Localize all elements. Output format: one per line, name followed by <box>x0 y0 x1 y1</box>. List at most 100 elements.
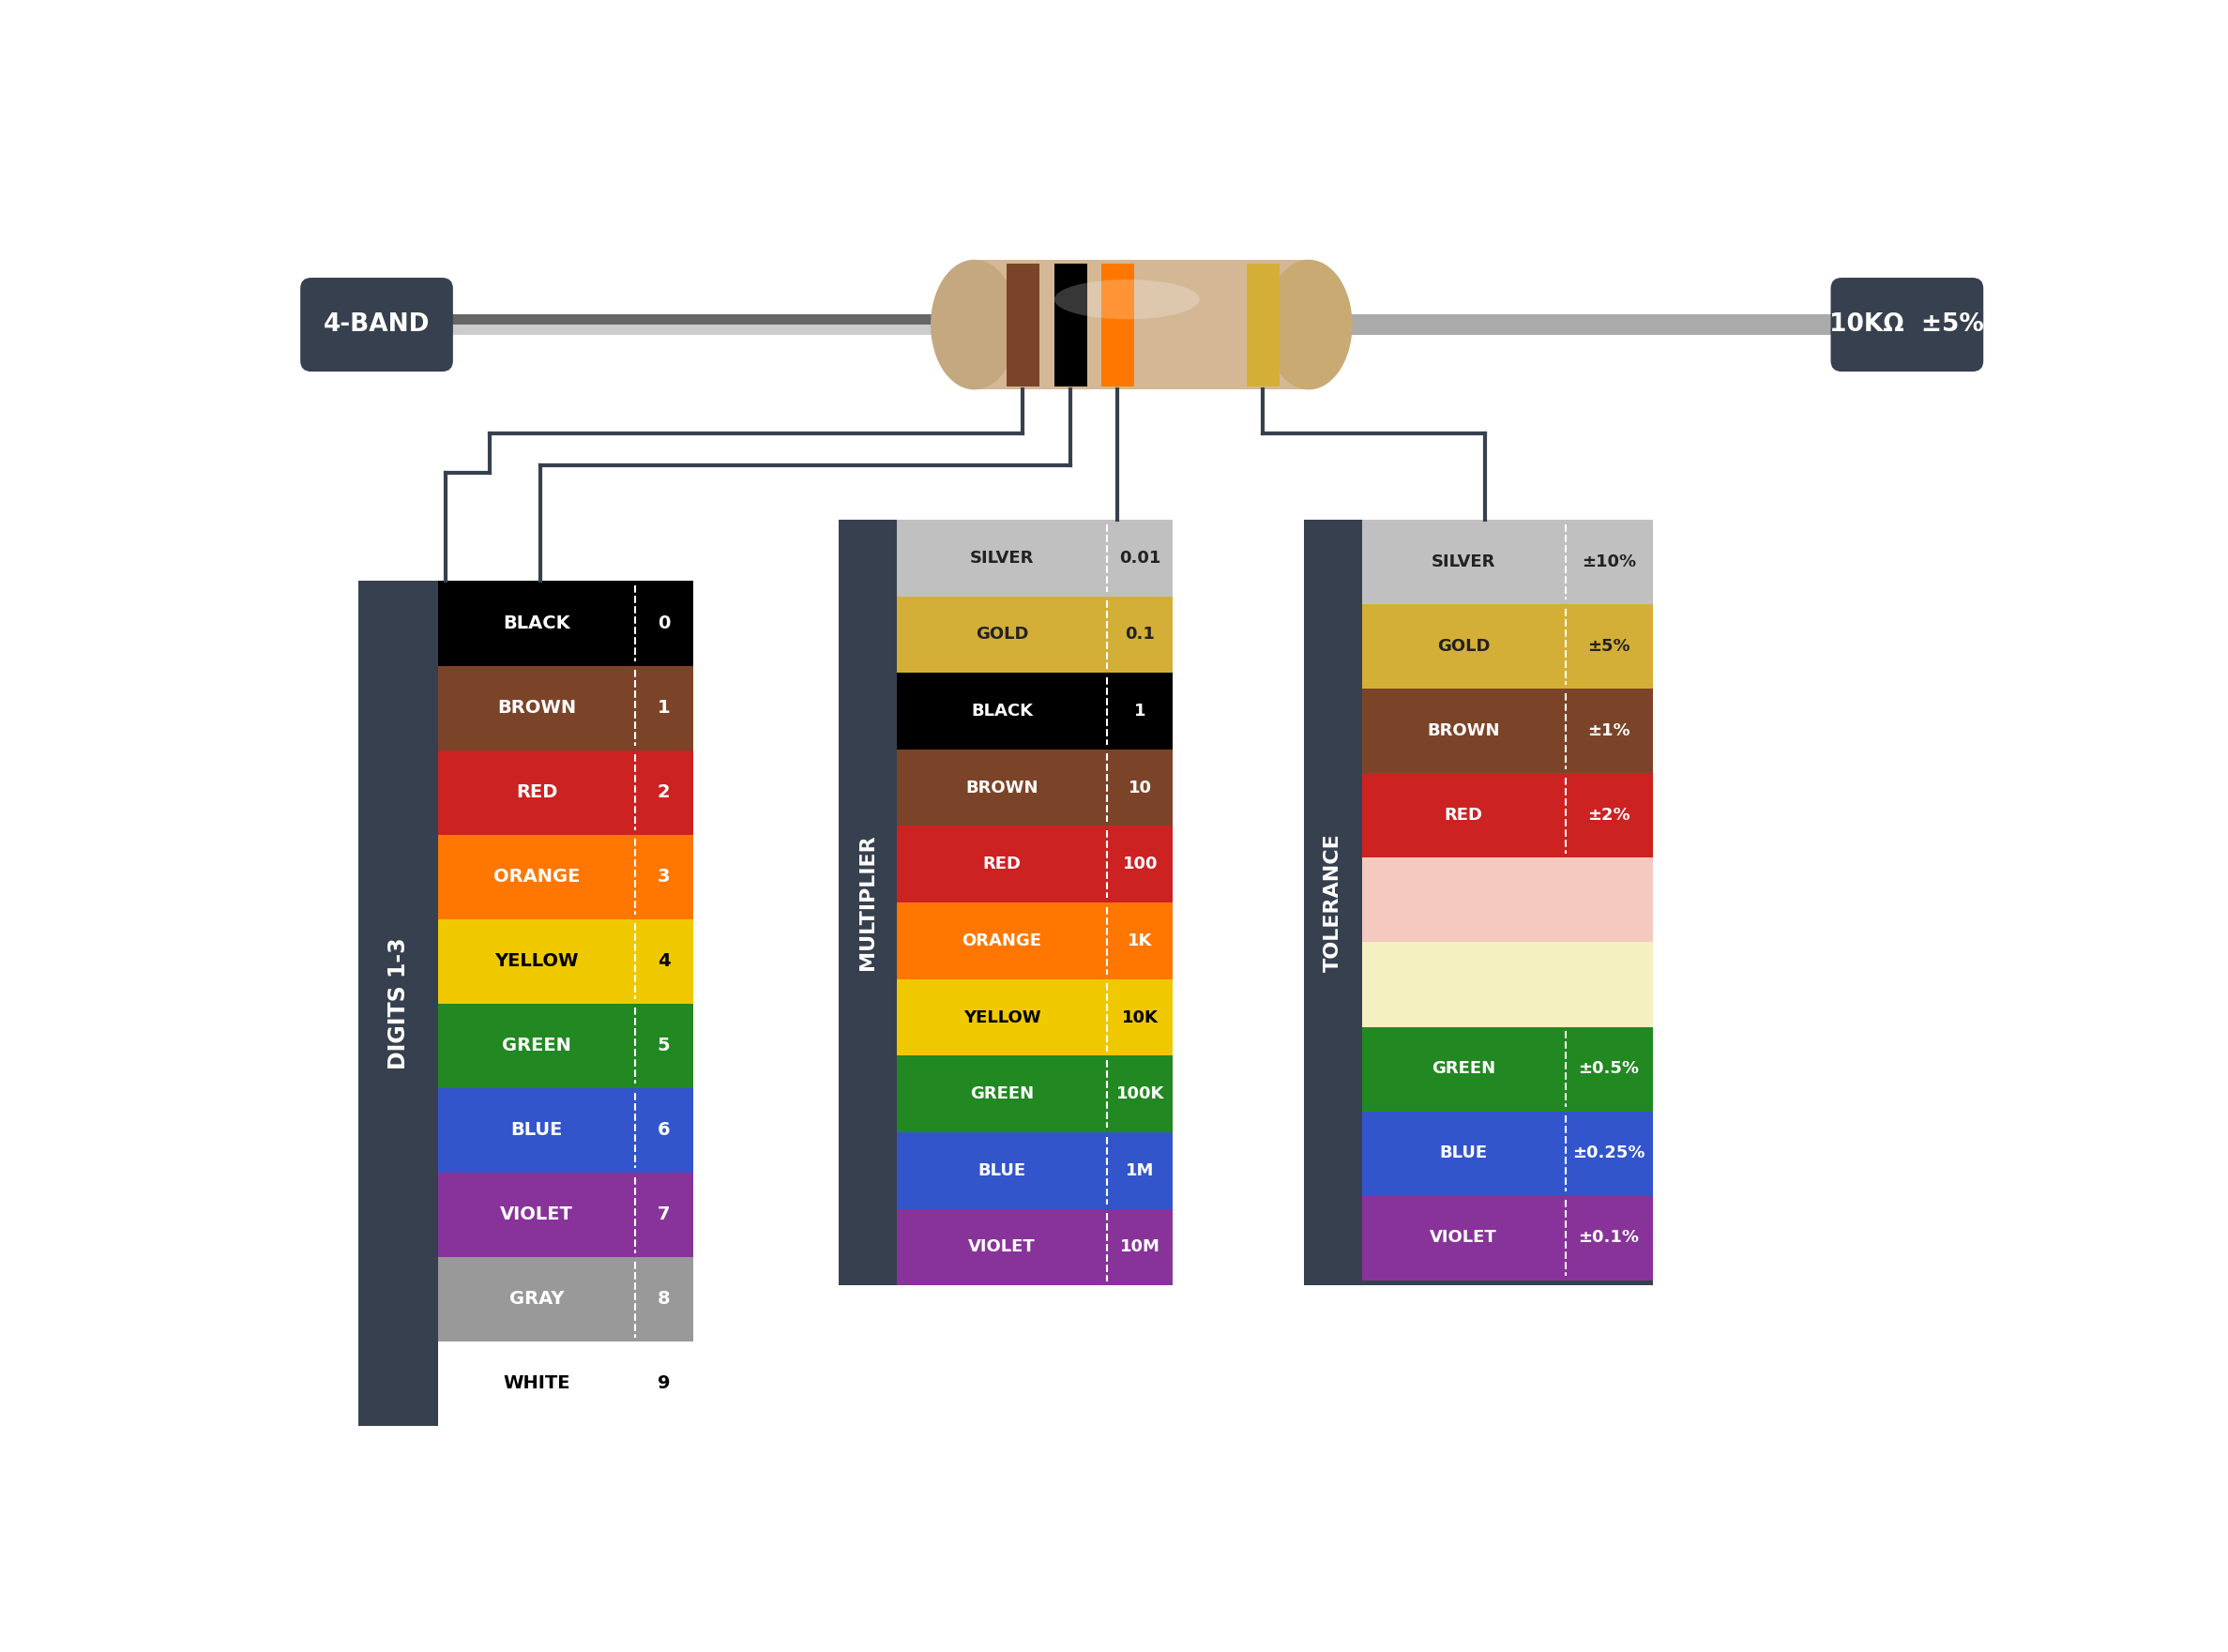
Text: 1: 1 <box>1134 702 1145 720</box>
Text: SILVER: SILVER <box>969 550 1034 567</box>
Text: 9: 9 <box>657 1374 671 1393</box>
Text: BLACK: BLACK <box>971 702 1034 720</box>
Bar <box>1566 1028 1653 1112</box>
Bar <box>446 314 934 335</box>
Bar <box>635 750 693 834</box>
Ellipse shape <box>931 259 1018 390</box>
Bar <box>1248 263 1279 387</box>
Bar <box>896 902 1107 980</box>
Text: BROWN: BROWN <box>965 780 1038 796</box>
Bar <box>896 1056 1107 1132</box>
Bar <box>439 1173 635 1257</box>
Bar <box>896 750 1107 826</box>
Bar <box>635 666 693 750</box>
Text: GRAY: GRAY <box>510 1290 564 1308</box>
Bar <box>896 596 1107 672</box>
Text: 0.1: 0.1 <box>1125 626 1154 643</box>
Text: RED: RED <box>983 856 1020 872</box>
Bar <box>1566 942 1653 1028</box>
Bar <box>439 1004 635 1089</box>
Text: 1: 1 <box>657 699 671 717</box>
Bar <box>439 750 635 834</box>
Bar <box>1361 520 1566 605</box>
Text: 100K: 100K <box>1116 1085 1165 1102</box>
Bar <box>635 1173 693 1257</box>
Bar <box>1107 750 1172 826</box>
Bar <box>1361 1112 1566 1196</box>
Bar <box>439 1341 635 1426</box>
Text: VIOLET: VIOLET <box>1430 1229 1497 1246</box>
Text: YELLOW: YELLOW <box>962 1009 1040 1026</box>
Bar <box>1566 605 1653 689</box>
Text: GREEN: GREEN <box>1433 1061 1495 1077</box>
Text: 6: 6 <box>657 1122 671 1138</box>
Bar <box>1566 520 1653 605</box>
Text: SILVER: SILVER <box>1433 553 1495 570</box>
Text: TOLERANCE: TOLERANCE <box>1323 833 1341 971</box>
Bar <box>359 582 693 1426</box>
Bar <box>439 1257 635 1341</box>
Bar <box>1361 773 1566 857</box>
Bar <box>635 834 693 919</box>
Bar <box>1566 1112 1653 1196</box>
Bar <box>635 1089 693 1173</box>
Text: BROWN: BROWN <box>1428 722 1499 738</box>
Text: 8: 8 <box>657 1290 671 1308</box>
Bar <box>838 520 1172 1285</box>
Ellipse shape <box>1054 279 1199 319</box>
Text: GREEN: GREEN <box>969 1085 1034 1102</box>
Text: 10KΩ  ±5%: 10KΩ ±5% <box>1829 312 1985 337</box>
Text: 0.01: 0.01 <box>1118 550 1161 567</box>
Bar <box>896 1132 1107 1209</box>
Text: ±5%: ±5% <box>1589 638 1631 654</box>
Ellipse shape <box>1266 259 1352 390</box>
Bar <box>1361 1028 1566 1112</box>
Bar <box>896 672 1107 750</box>
Text: ±10%: ±10% <box>1582 553 1635 570</box>
Text: 3: 3 <box>657 867 671 885</box>
Bar <box>635 1341 693 1426</box>
Bar <box>896 980 1107 1056</box>
Text: VIOLET: VIOLET <box>969 1239 1036 1256</box>
Text: ±0.5%: ±0.5% <box>1577 1061 1640 1077</box>
Text: GOLD: GOLD <box>1437 638 1491 654</box>
Text: RED: RED <box>1444 806 1484 824</box>
FancyBboxPatch shape <box>301 278 452 372</box>
Text: ORANGE: ORANGE <box>492 867 579 885</box>
Text: GREEN: GREEN <box>501 1037 570 1054</box>
Text: DIGITS 1-3: DIGITS 1-3 <box>388 938 410 1069</box>
Text: ORANGE: ORANGE <box>962 932 1043 950</box>
FancyBboxPatch shape <box>1831 278 1983 372</box>
Text: ±0.1%: ±0.1% <box>1577 1229 1640 1246</box>
Bar <box>1107 1132 1172 1209</box>
Text: 2: 2 <box>657 783 671 801</box>
Text: BLUE: BLUE <box>510 1122 561 1138</box>
Bar <box>1566 773 1653 857</box>
Bar <box>1566 857 1653 942</box>
Text: YELLOW: YELLOW <box>495 952 579 970</box>
Bar <box>635 1004 693 1089</box>
Bar <box>1566 689 1653 773</box>
Text: 4: 4 <box>657 952 671 970</box>
Bar <box>439 919 635 1004</box>
Text: VIOLET: VIOLET <box>499 1206 573 1224</box>
Text: 100: 100 <box>1123 856 1159 872</box>
Bar <box>635 919 693 1004</box>
Bar <box>635 1257 693 1341</box>
Bar <box>1107 1056 1172 1132</box>
Bar <box>439 1089 635 1173</box>
Bar <box>1107 520 1172 596</box>
Bar <box>1107 596 1172 672</box>
Bar <box>439 582 635 666</box>
Text: ±0.25%: ±0.25% <box>1573 1145 1644 1161</box>
Text: 10K: 10K <box>1123 1009 1159 1026</box>
Bar <box>1361 1196 1566 1280</box>
Bar <box>974 259 1308 390</box>
Bar <box>1107 672 1172 750</box>
Text: BLUE: BLUE <box>978 1161 1025 1180</box>
Text: 1K: 1K <box>1127 932 1152 950</box>
Text: BROWN: BROWN <box>497 699 577 717</box>
Text: ±2%: ±2% <box>1589 806 1631 824</box>
Bar <box>1361 857 1566 942</box>
Text: 7: 7 <box>657 1206 671 1224</box>
